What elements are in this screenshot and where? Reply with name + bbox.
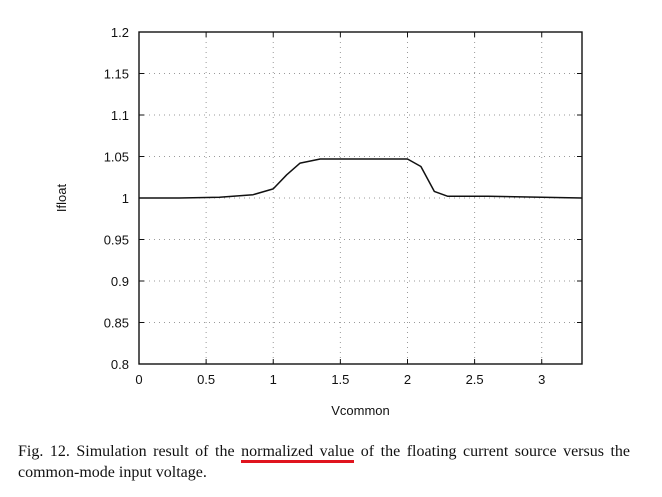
y-tick-label: 0.85 [104, 316, 129, 331]
caption-lead: Fig. 12. Simulation result of the [18, 443, 235, 460]
caption-highlight: normalized value [241, 443, 355, 463]
x-tick-labels: 0 0.5 1 1.5 2 2.5 3 [135, 372, 545, 387]
y-tick-labels: 0.8 0.85 0.9 0.95 1 1.05 1.1 1.15 1.2 [104, 25, 129, 372]
y-tick-label: 1.2 [111, 25, 129, 40]
tick-marks [138, 31, 582, 365]
x-tick-label: 1.5 [331, 372, 349, 387]
y-tick-label: 1.1 [111, 108, 129, 123]
series-line-ifloat [139, 158, 583, 199]
x-tick-label: 2 [404, 372, 411, 387]
x-tick-label: 2.5 [466, 372, 484, 387]
y-tick-label: 1.05 [104, 150, 129, 165]
y-tick-label: 0.95 [104, 233, 129, 248]
y-axis-title: Ifloat [54, 184, 69, 213]
x-tick-label: 0.5 [197, 372, 215, 387]
y-tick-label: 1 [122, 191, 129, 206]
y-tick-label: 0.9 [111, 274, 129, 289]
caption-rest: of the floating current source versus th… [18, 443, 631, 481]
figure-caption: Fig. 12. Simulation result of the normal… [18, 441, 630, 483]
x-tick-label: 3 [538, 372, 545, 387]
y-tick-label: 0.8 [111, 357, 129, 372]
x-axis-title: Vcommon [331, 403, 390, 418]
x-tick-label: 0 [135, 372, 142, 387]
x-tick-label: 1 [270, 372, 277, 387]
grid-lines [139, 32, 582, 364]
y-tick-label: 1.15 [104, 67, 129, 82]
series-layer [139, 158, 583, 199]
